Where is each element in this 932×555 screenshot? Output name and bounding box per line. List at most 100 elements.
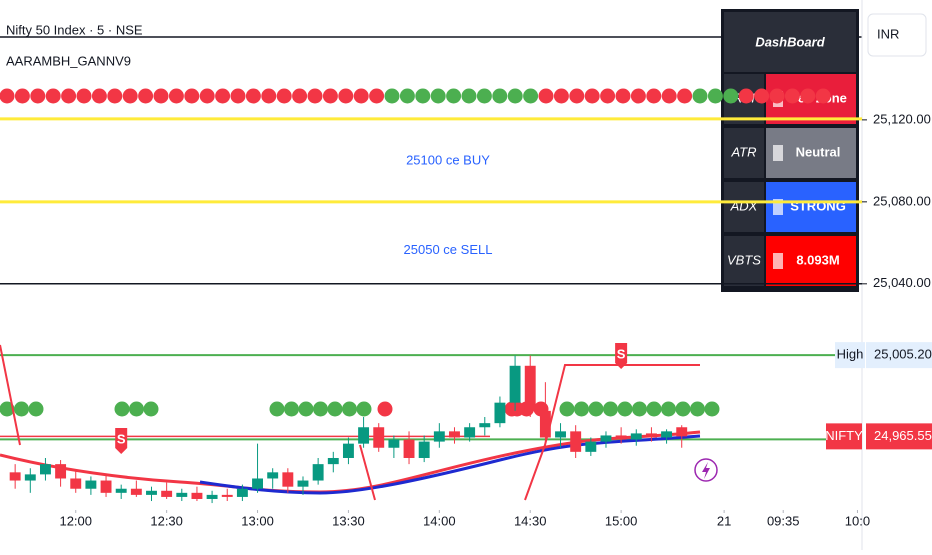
candle-body bbox=[615, 435, 627, 440]
dashboard-title: DashBoard bbox=[755, 34, 825, 49]
signal-dot bbox=[30, 88, 46, 104]
signal-dot bbox=[114, 401, 130, 417]
signal-marker bbox=[615, 343, 628, 369]
signal-dot bbox=[569, 88, 585, 104]
signal-dot bbox=[91, 88, 107, 104]
signal-dot bbox=[476, 88, 492, 104]
candle-body bbox=[373, 427, 385, 448]
signal-dot bbox=[675, 401, 691, 417]
signal-dot bbox=[646, 401, 662, 417]
currency-box[interactable] bbox=[867, 13, 927, 57]
signal-dot bbox=[754, 88, 770, 104]
signal-dot bbox=[199, 88, 215, 104]
signal-dot bbox=[230, 88, 246, 104]
signal-dot bbox=[143, 401, 159, 417]
x-tick-label: 12:30 bbox=[150, 513, 183, 528]
annotation: 25100 ce BUY bbox=[406, 152, 490, 167]
candle-body bbox=[676, 427, 688, 437]
signal-dot bbox=[338, 88, 354, 104]
dashboard-label-cell bbox=[724, 128, 764, 178]
dashboard-value: 8.093M bbox=[796, 252, 839, 267]
dashboard-label-cell bbox=[724, 236, 764, 286]
candle-body bbox=[570, 431, 582, 452]
signal-dot bbox=[617, 401, 633, 417]
y-tick-label: 25,040.00 bbox=[873, 275, 931, 290]
candle-body bbox=[55, 464, 67, 479]
signal-dot bbox=[284, 401, 299, 417]
candle-body bbox=[236, 488, 248, 497]
indicator-name: AARAMBH_GANNV9 bbox=[6, 53, 131, 68]
last-name: NIFTY bbox=[825, 428, 863, 443]
signal-dot bbox=[0, 88, 15, 104]
last-value-box bbox=[866, 423, 932, 450]
candle-body bbox=[585, 441, 597, 452]
candle-body bbox=[146, 490, 157, 495]
signal-dot bbox=[122, 88, 138, 104]
signal-dot bbox=[707, 88, 723, 104]
signal-dot bbox=[269, 401, 285, 417]
candle-body bbox=[297, 480, 309, 487]
y-tick-label: 25,120.00 bbox=[873, 111, 931, 126]
candle-body bbox=[464, 427, 476, 438]
candle-body bbox=[100, 480, 112, 493]
candle-body bbox=[509, 365, 521, 403]
candle-body bbox=[449, 431, 460, 438]
candle-body bbox=[418, 441, 430, 458]
signal-dot bbox=[276, 88, 292, 104]
alert-bolt bbox=[702, 462, 710, 479]
signal-dot bbox=[313, 401, 328, 417]
candle-body bbox=[479, 423, 491, 428]
candle-body bbox=[327, 457, 339, 465]
signal-dot bbox=[14, 401, 29, 417]
signal-dot bbox=[603, 401, 618, 417]
high-value-box bbox=[866, 342, 932, 369]
signal-dot bbox=[677, 88, 693, 104]
signal-dot bbox=[384, 88, 400, 104]
annotation: 25050 ce SELL bbox=[404, 242, 493, 257]
candle-body bbox=[539, 410, 551, 438]
x-tick-label: 21 bbox=[717, 513, 731, 528]
signal-dot bbox=[14, 88, 30, 104]
dashboard-icon bbox=[773, 199, 783, 215]
signal-dot bbox=[553, 88, 569, 104]
signal-marker bbox=[115, 428, 128, 454]
signal-dot bbox=[0, 401, 15, 417]
candle-body bbox=[176, 492, 188, 497]
signal-dot bbox=[507, 88, 523, 104]
x-tick-label: 13:30 bbox=[332, 513, 365, 528]
signal-dot bbox=[261, 88, 277, 104]
x-tick-label: 10:0 bbox=[845, 513, 870, 528]
signal-dot bbox=[574, 401, 589, 417]
chart-title: Nifty 50 Index · 5 · NSE bbox=[6, 22, 143, 37]
candle-body bbox=[130, 488, 142, 495]
ma-line bbox=[199, 434, 701, 495]
signal-dot bbox=[588, 401, 604, 417]
signal-dot bbox=[704, 401, 720, 417]
high-name: High bbox=[837, 347, 864, 362]
candle-body bbox=[24, 474, 36, 481]
signal-dot bbox=[168, 88, 184, 104]
signal-dot bbox=[322, 88, 338, 104]
candle-body bbox=[388, 439, 400, 448]
signal-dot bbox=[342, 401, 357, 417]
candle-body bbox=[206, 494, 218, 499]
candle-body bbox=[661, 431, 673, 438]
candle-body bbox=[70, 478, 82, 489]
signal-dot bbox=[646, 88, 662, 104]
candle-body bbox=[630, 433, 642, 440]
dashboard-label: ATR bbox=[730, 144, 756, 159]
candle-body bbox=[252, 478, 263, 489]
signal-dot bbox=[399, 88, 415, 104]
signal-dot bbox=[307, 88, 323, 104]
signal-dot bbox=[600, 88, 616, 104]
candle-body bbox=[312, 464, 324, 481]
signal-label: S bbox=[617, 346, 626, 361]
candle-body bbox=[645, 433, 657, 438]
signal-dot bbox=[723, 88, 739, 104]
signal-dot bbox=[356, 401, 372, 417]
trend-line bbox=[0, 344, 700, 501]
signal-dot bbox=[377, 401, 393, 417]
dashboard-label-cell bbox=[724, 182, 764, 232]
x-tick-label: 14:30 bbox=[514, 513, 547, 528]
